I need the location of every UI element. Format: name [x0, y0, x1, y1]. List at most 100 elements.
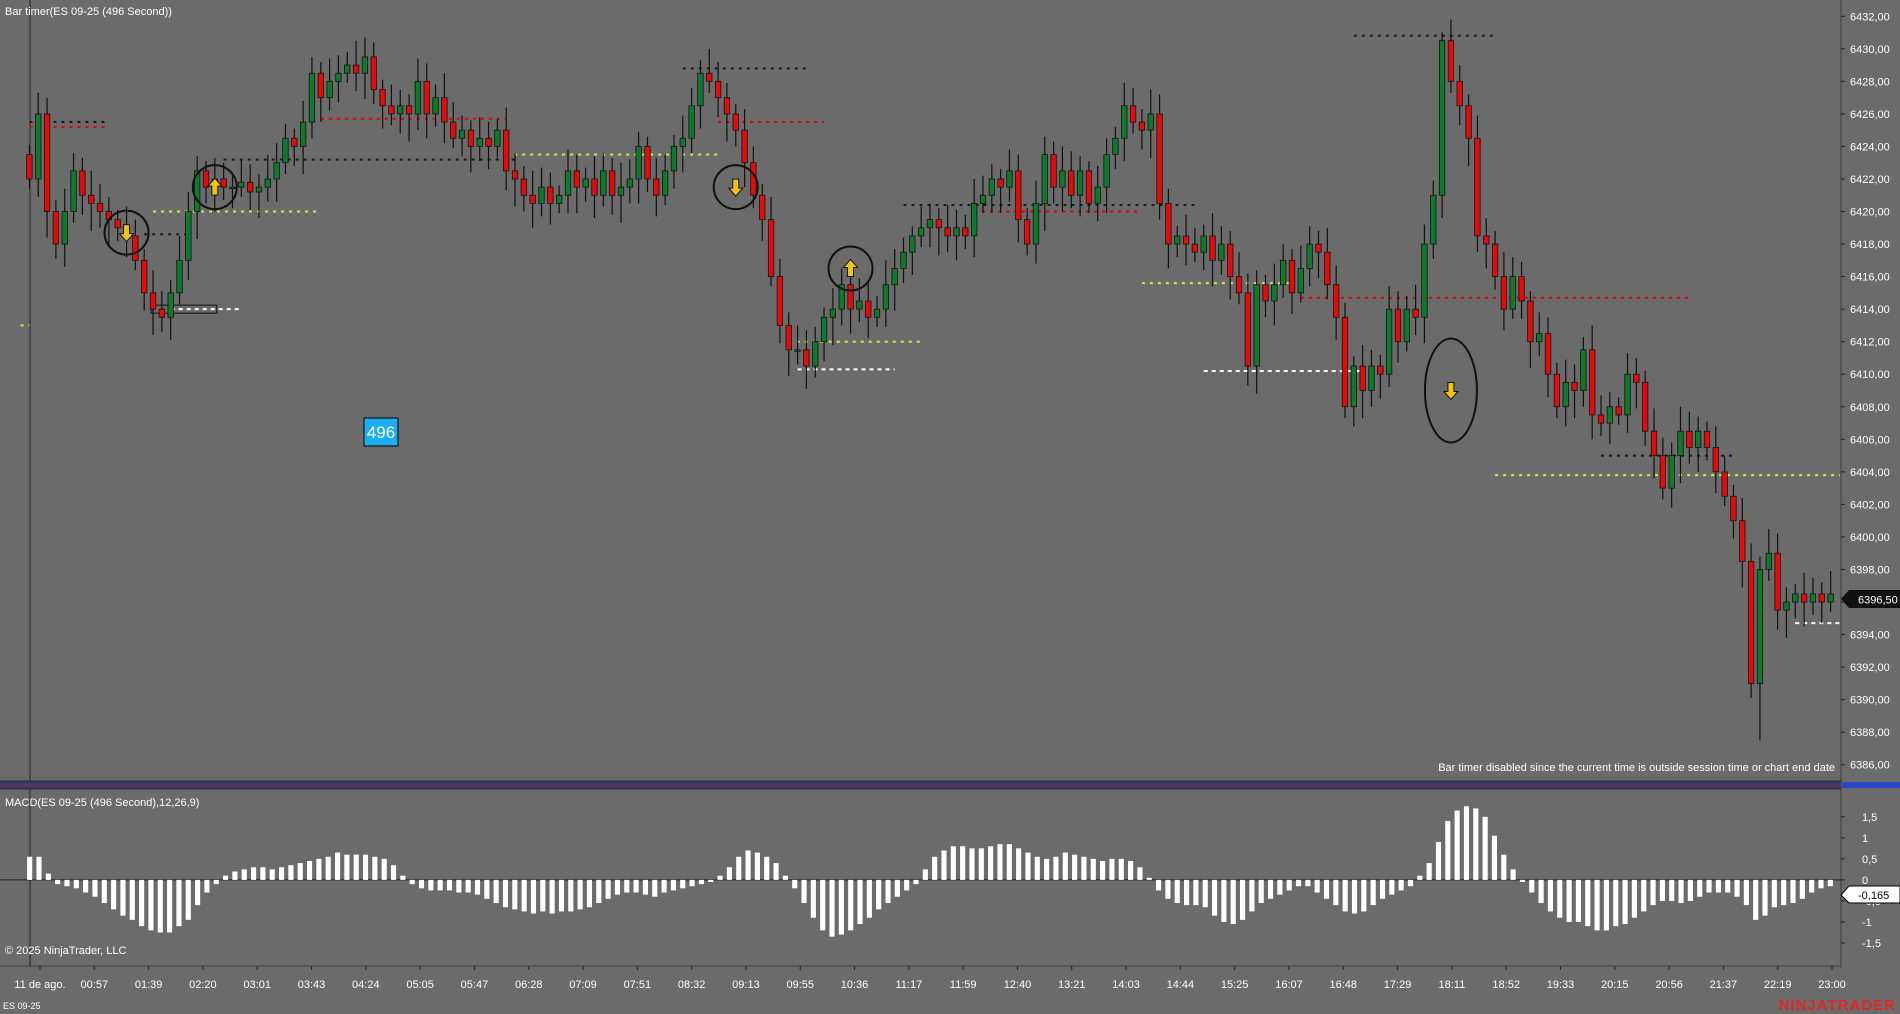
- candle: [556, 185, 563, 214]
- time-tick-label: 15:25: [1221, 979, 1249, 991]
- macd-bar: [680, 879, 686, 889]
- macd-bar: [279, 867, 285, 880]
- macd-bar: [997, 844, 1003, 880]
- candle: [1094, 165, 1101, 222]
- macd-bar: [334, 852, 341, 880]
- macd-bar: [708, 879, 714, 882]
- macd-last-value-label: -0,165: [1858, 890, 1889, 902]
- candle: [432, 84, 439, 127]
- candle-down: [379, 89, 386, 107]
- time-tick-label: 03:43: [298, 979, 326, 991]
- candle: [538, 167, 545, 217]
- candle-up: [697, 72, 704, 107]
- macd-bar: [717, 875, 723, 880]
- candle: [1368, 349, 1375, 407]
- macd-bar: [428, 879, 434, 891]
- candle-up: [1253, 284, 1260, 367]
- candle: [812, 327, 819, 378]
- candle-up: [1580, 349, 1587, 391]
- candle: [1394, 291, 1402, 363]
- indicator-title: Bar timer(ES 09-25 (496 Second)): [5, 6, 172, 18]
- price-tick-label: 6432,00: [1850, 11, 1890, 23]
- candle: [1553, 362, 1561, 419]
- candle: [1800, 572, 1808, 627]
- candle-down: [1324, 251, 1331, 286]
- macd-bar: [1501, 854, 1507, 880]
- macd-bar: [1407, 879, 1414, 887]
- candle: [653, 157, 660, 217]
- time-tick-label: 16:48: [1330, 979, 1358, 991]
- time-tick-label: 14:03: [1112, 979, 1140, 991]
- candle-down: [706, 72, 713, 82]
- candle: [900, 237, 907, 284]
- macd-bar: [754, 852, 760, 880]
- price-tick-label: 6410,00: [1850, 369, 1890, 381]
- candle-up: [458, 129, 466, 139]
- candle-up: [926, 219, 934, 229]
- time-tick-label: 11:17: [895, 979, 922, 991]
- candle: [1624, 353, 1631, 433]
- candle-down: [1262, 284, 1269, 302]
- macd-title: MACD(ES 09-25 (496 Second),12,26,9): [5, 797, 199, 809]
- candle: [1430, 180, 1437, 259]
- candle-down: [1800, 593, 1808, 603]
- candle-up: [176, 259, 183, 294]
- candle-up: [1280, 259, 1287, 286]
- candle-down: [1333, 284, 1340, 318]
- price-tick-label: 6392,00: [1850, 662, 1890, 674]
- macd-bar: [1762, 879, 1768, 916]
- instrument-tab[interactable]: ES 09-25: [3, 1001, 41, 1011]
- macd-bar: [866, 879, 872, 918]
- candle-down: [158, 308, 165, 318]
- macd-bar: [829, 879, 835, 937]
- macd-bar: [73, 879, 79, 889]
- price-axis[interactable]: 6432,00 6430,00 6428,00 6426,00 6424,00 6422,…: [1841, 11, 1890, 772]
- candle: [820, 307, 828, 362]
- candle-down: [1465, 105, 1472, 139]
- time-tick-label: 06:28: [515, 979, 543, 991]
- time-axis[interactable]: 11 de ago. 00:57 01:39 02:20 03:01 03:43 04:24…: [14, 966, 1846, 991]
- candle-up: [873, 308, 881, 318]
- macd-bar: [1519, 879, 1526, 882]
- candle: [1518, 261, 1525, 319]
- candle: [1174, 226, 1181, 258]
- candle-down: [1288, 259, 1296, 294]
- candle: [626, 159, 633, 204]
- candle-down: [1156, 113, 1163, 204]
- macd-bar: [381, 858, 387, 880]
- macd-bar: [418, 879, 425, 889]
- candle: [503, 107, 510, 191]
- candle: [1421, 224, 1428, 344]
- candle: [962, 214, 969, 249]
- candle-down: [1544, 333, 1552, 375]
- macd-bar: [1072, 854, 1078, 880]
- macd-bar: [1062, 852, 1068, 880]
- macd-bar: [801, 879, 807, 904]
- price-tick-label: 6386,00: [1850, 760, 1890, 772]
- candle: [458, 115, 466, 157]
- time-tick-label: 03:01: [243, 979, 271, 991]
- status-message: Bar timer disabled since the current tim…: [1438, 762, 1835, 774]
- candle-up: [670, 146, 678, 172]
- macd-bar: [1258, 879, 1264, 904]
- signal-circle: [827, 245, 874, 292]
- macd-bar: [1491, 835, 1498, 880]
- candle-up: [988, 178, 995, 196]
- candle-down: [1615, 406, 1622, 416]
- macd-bar: [83, 879, 89, 893]
- macd-bar: [120, 879, 126, 916]
- macd-bar: [1314, 879, 1320, 893]
- macd-bar: [1659, 879, 1665, 901]
- macd-bar: [810, 879, 816, 918]
- macd-bar: [1146, 877, 1152, 880]
- macd-bar: [848, 879, 854, 931]
- macd-bar: [1622, 879, 1628, 925]
- candle-down: [26, 154, 33, 180]
- candle: [88, 170, 95, 232]
- time-tick-label: 18:52: [1492, 979, 1520, 991]
- macd-bar: [549, 879, 555, 914]
- candle-down: [388, 105, 395, 115]
- macd-bar: [960, 846, 966, 880]
- macd-bar: [1090, 858, 1096, 880]
